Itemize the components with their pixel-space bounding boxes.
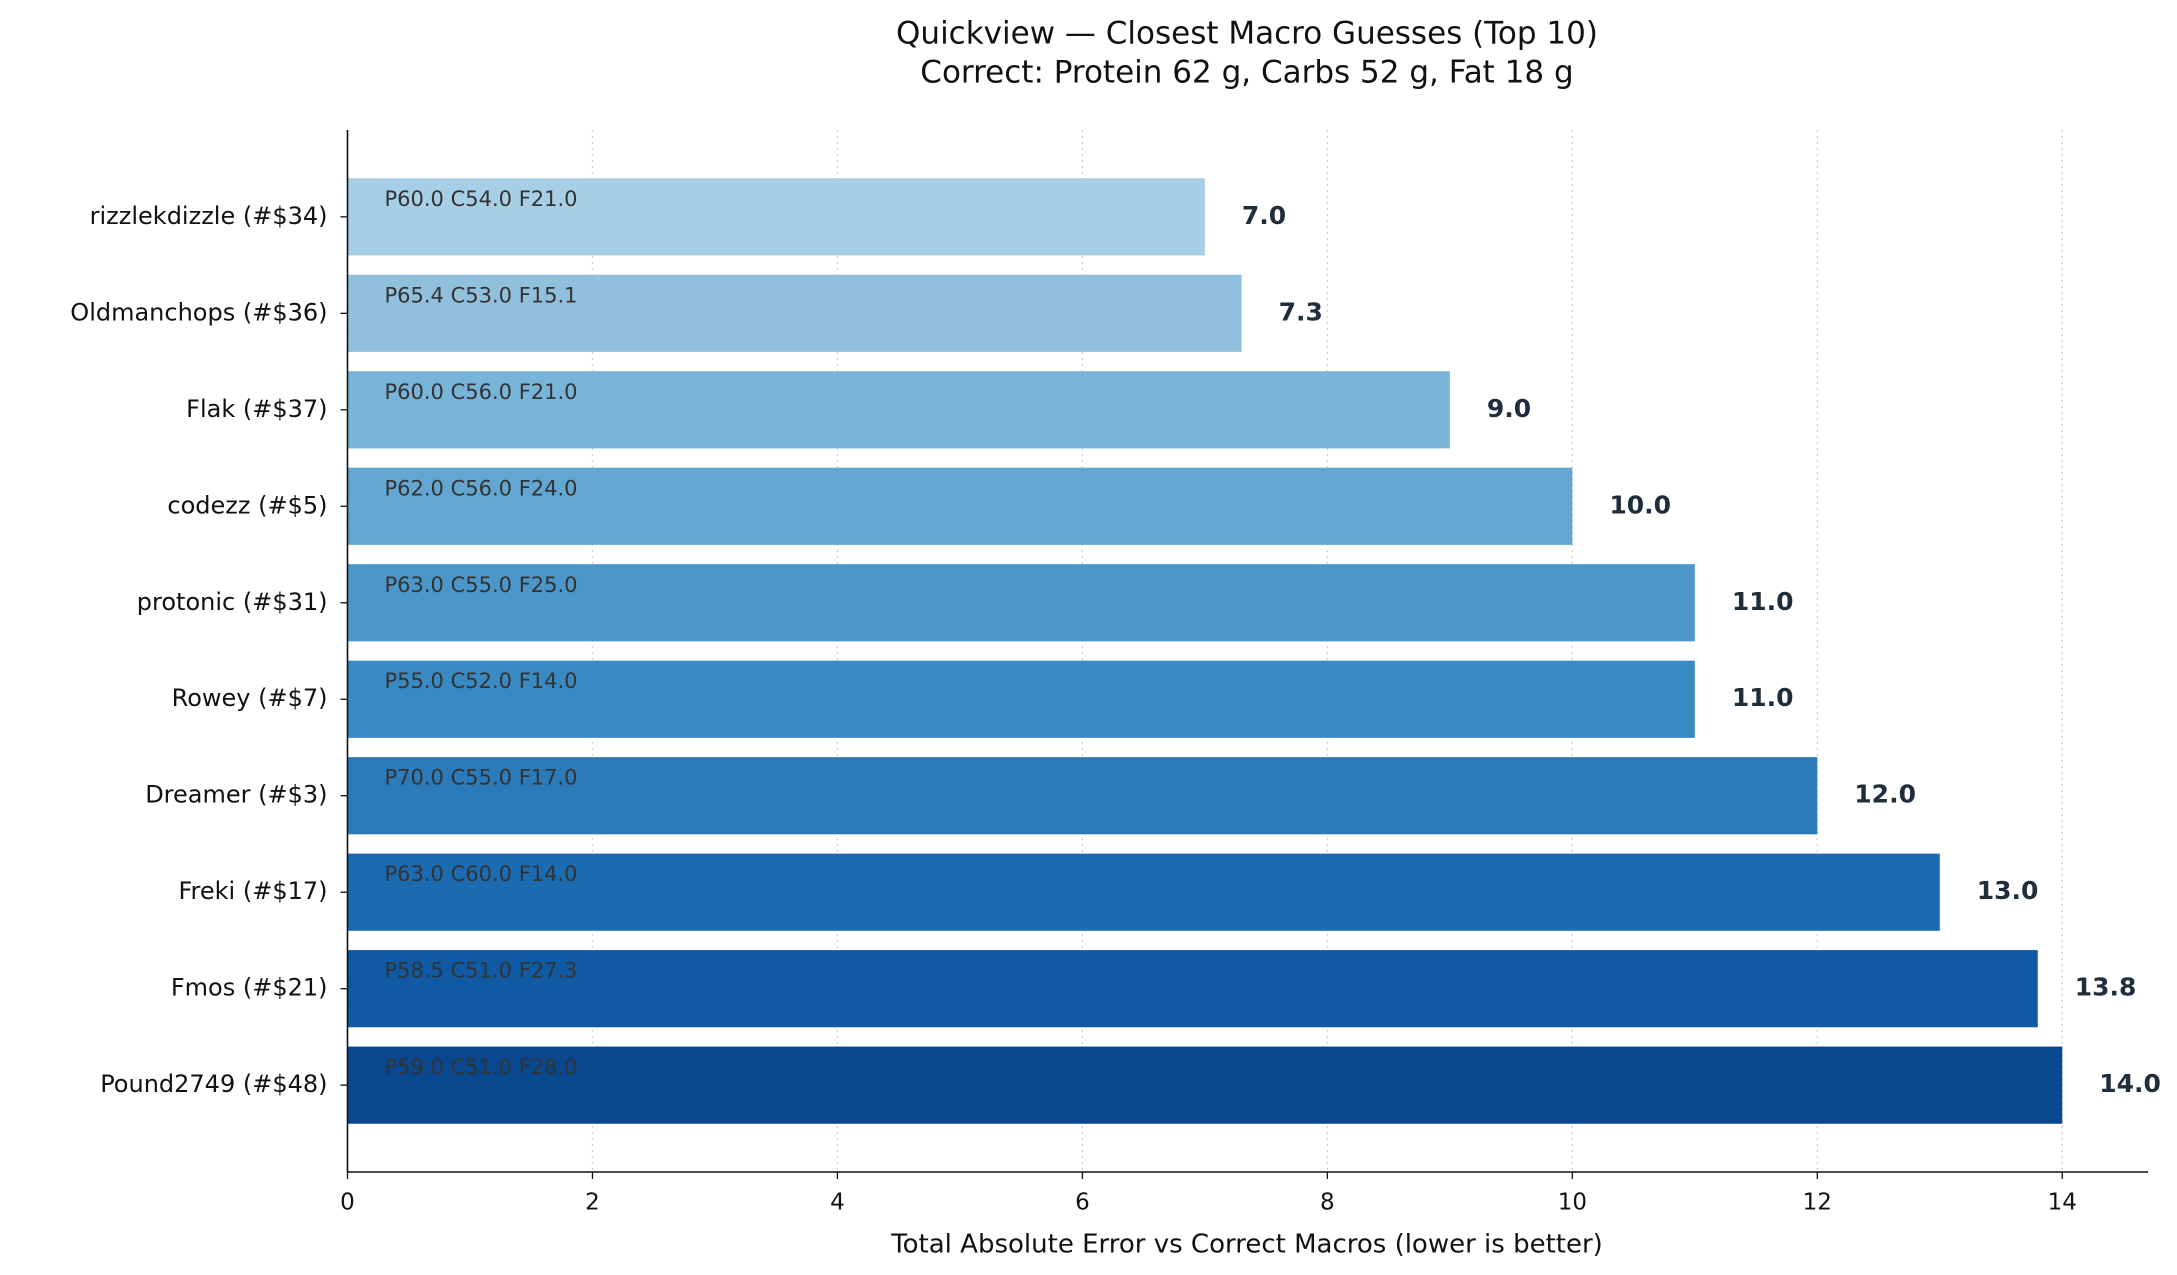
y-tick-label: rizzlekdizzle (#$34) [90,202,328,230]
bar-annotation: P65.4 C53.0 F15.1 [385,283,578,307]
bar [347,757,1818,835]
x-tick-label: 12 [1803,1190,1832,1216]
bar-annotation: P59.0 C51.0 F28.0 [385,1055,578,1079]
bar [347,853,1940,931]
chart-subtitle: Correct: Protein 62 g, Carbs 52 g, Fat 1… [920,55,1573,91]
value-label: 11.0 [1732,683,1794,712]
bar [347,178,1205,256]
value-label: 14.0 [2099,1069,2161,1098]
y-tick-label: protonic (#$31) [137,588,328,616]
bar [347,274,1242,352]
bar [347,371,1450,449]
x-tick-label: 8 [1320,1190,1335,1216]
value-label: 9.0 [1487,394,1531,423]
bar-annotation: P58.5 C51.0 F27.3 [385,959,578,983]
x-tick-label: 4 [830,1190,845,1216]
value-label: 11.0 [1732,587,1794,616]
y-tick-label: codezz (#$5) [167,491,327,519]
x-tick-label: 10 [1558,1190,1587,1216]
bar-annotation: P63.0 C60.0 F14.0 [385,862,578,886]
y-tick-label: Freki (#$17) [178,877,327,905]
x-tick-label: 6 [1075,1190,1090,1216]
bar [347,467,1573,545]
y-tick-label: Flak (#$37) [186,395,327,423]
y-tick-label: Oldmanchops (#$36) [70,298,327,326]
bar [347,950,2038,1028]
value-label: 13.8 [2075,973,2137,1002]
bar [347,660,1695,738]
y-tick-label: Fmos (#$21) [171,974,328,1002]
x-axis-label: Total Absolute Error vs Correct Macros (… [890,1230,1603,1260]
bar-annotation: P70.0 C55.0 F17.0 [385,766,578,790]
bar-annotation: P60.0 C56.0 F21.0 [385,380,578,404]
x-tick-label: 0 [340,1190,355,1216]
bar-annotation: P62.0 C56.0 F24.0 [385,476,578,500]
y-tick-label: Dreamer (#$3) [145,781,327,809]
x-tick-label: 14 [2048,1190,2077,1216]
bar-annotation: P55.0 C52.0 F14.0 [385,669,578,693]
bar-annotation: P60.0 C54.0 F21.0 [385,187,578,211]
bar [347,1046,2063,1124]
value-label: 13.0 [1977,876,2039,905]
y-tick-label: Pound2749 (#$48) [100,1070,327,1098]
value-label: 7.3 [1279,297,1323,326]
bar [347,564,1695,642]
value-label: 10.0 [1609,490,1671,519]
y-tick-label: Rowey (#$7) [172,684,328,712]
value-label: 12.0 [1854,780,1916,809]
bar-annotation: P63.0 C55.0 F25.0 [385,573,578,597]
value-label: 7.0 [1242,201,1286,230]
x-tick-label: 2 [585,1190,600,1216]
chart-title: Quickview — Closest Macro Guesses (Top 1… [896,16,1598,52]
